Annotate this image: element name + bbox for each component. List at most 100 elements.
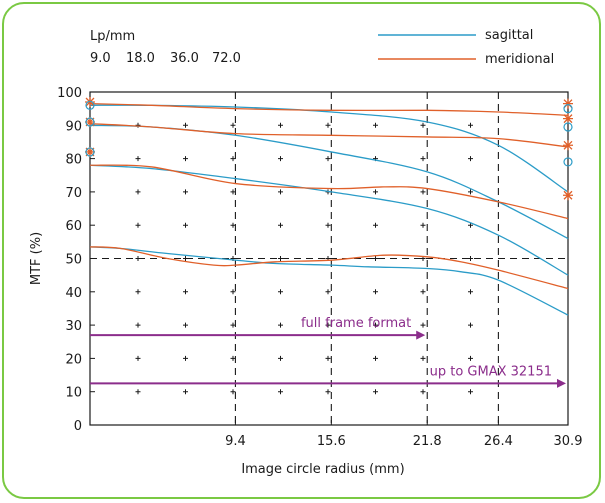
edge-marker-star xyxy=(85,146,95,157)
edge-marker-star xyxy=(563,190,573,201)
series-line-meridional-72-0 xyxy=(89,246,569,290)
edge-marker-circle xyxy=(85,100,95,110)
grid-marker xyxy=(278,389,283,395)
grid-marker xyxy=(373,256,378,261)
grid-marker xyxy=(468,322,473,328)
y-tick-label: 30 xyxy=(65,319,82,334)
grid-marker xyxy=(325,156,331,162)
y-tick-label: 60 xyxy=(65,219,82,234)
grid-marker xyxy=(278,189,283,195)
grid-marker xyxy=(230,189,236,195)
grid-marker xyxy=(468,122,473,128)
edge-marker-circle xyxy=(85,117,95,127)
grid-marker xyxy=(373,222,378,228)
y-tick-label: 40 xyxy=(65,286,82,301)
grid-marker xyxy=(373,189,378,195)
grid-marker xyxy=(278,322,283,328)
edge-marker-star xyxy=(85,116,95,127)
series-line-meridional-36-0 xyxy=(89,164,569,220)
grid-marker xyxy=(183,355,188,361)
grid-marker xyxy=(230,355,236,361)
grid-marker xyxy=(420,289,426,295)
frequency-value: 36.0 xyxy=(170,51,199,66)
grid-marker xyxy=(230,156,236,162)
grid-marker xyxy=(135,322,141,328)
grid-marker xyxy=(183,389,188,395)
grid-marker xyxy=(183,222,188,228)
edge-marker-star xyxy=(563,98,573,109)
x-tick-label: 9.4 xyxy=(225,434,246,449)
grid-marker xyxy=(420,156,426,162)
grid-marker xyxy=(230,222,236,228)
grid-marker xyxy=(420,222,426,228)
series-line-sagittal-72-0 xyxy=(89,246,569,316)
y-tick-label: 80 xyxy=(65,153,82,168)
frequency-value: 9.0 xyxy=(90,51,111,66)
grid-marker xyxy=(373,355,378,361)
grid-marker xyxy=(468,289,473,295)
series-line-sagittal-9-0 xyxy=(89,104,569,193)
grid-marker xyxy=(373,289,378,295)
grid-marker xyxy=(325,322,331,328)
y-tick-label: 0 xyxy=(74,419,82,434)
grid-marker xyxy=(135,289,141,295)
grid-marker xyxy=(373,389,378,395)
grid-marker xyxy=(468,156,473,162)
edge-marker-star xyxy=(85,96,95,107)
chart-frame xyxy=(2,2,601,499)
x-tick-label: 30.9 xyxy=(554,434,583,449)
grid-marker xyxy=(183,156,188,162)
grid-marker xyxy=(135,122,141,128)
grid-marker xyxy=(230,289,236,295)
x-axis-label: Image circle radius (mm) xyxy=(241,462,404,477)
grid-marker xyxy=(325,122,331,128)
grid-marker xyxy=(183,189,188,195)
annotation-arrowhead xyxy=(416,330,426,340)
grid-marker xyxy=(325,289,331,295)
series-line-sagittal-18-0 xyxy=(89,124,569,240)
grid-marker xyxy=(373,322,378,328)
grid-marker xyxy=(373,122,378,128)
grid-marker xyxy=(230,122,236,128)
frequency-value: 18.0 xyxy=(126,51,155,66)
grid-marker xyxy=(230,389,236,395)
y-tick-label: 20 xyxy=(65,352,82,367)
grid-marker xyxy=(468,389,473,395)
y-tick-label: 70 xyxy=(65,186,82,201)
grid-marker xyxy=(420,189,426,195)
series-line-meridional-18-0 xyxy=(89,122,569,148)
grid-marker xyxy=(278,156,283,162)
edge-marker-circle xyxy=(563,122,573,132)
grid-marker xyxy=(325,222,331,228)
grid-marker xyxy=(135,156,141,162)
y-tick-label: 50 xyxy=(65,253,82,268)
grid-marker xyxy=(468,355,473,361)
edge-marker-star xyxy=(563,113,573,124)
y-tick-label: 100 xyxy=(57,86,82,101)
grid-marker xyxy=(420,322,426,328)
edge-marker-star xyxy=(563,140,573,151)
grid-marker xyxy=(135,189,141,195)
frequency-header-title: Lp/mm xyxy=(90,29,135,44)
legend-label-sagittal: sagittal xyxy=(485,28,533,43)
series-line-sagittal-36-0 xyxy=(89,164,569,276)
edge-marker-circle xyxy=(563,104,573,114)
grid-marker xyxy=(420,355,426,361)
y-tick-label: 90 xyxy=(65,119,82,134)
grid-marker xyxy=(420,122,426,128)
annotation-arrowhead xyxy=(557,378,566,388)
grid-marker xyxy=(278,222,283,228)
grid-marker xyxy=(230,322,236,328)
grid-marker xyxy=(278,122,283,128)
x-tick-label: 26.4 xyxy=(484,434,513,449)
y-axis-label: MTF (%) xyxy=(29,232,44,285)
series-line-meridional-9-0 xyxy=(89,103,569,116)
edge-marker-circle xyxy=(85,147,95,157)
grid-marker xyxy=(135,222,141,228)
grid-marker xyxy=(278,289,283,295)
edge-marker-circle xyxy=(563,157,573,167)
grid-marker xyxy=(325,389,331,395)
legend-label-meridional: meridional xyxy=(485,52,554,67)
x-tick-label: 15.6 xyxy=(317,434,346,449)
